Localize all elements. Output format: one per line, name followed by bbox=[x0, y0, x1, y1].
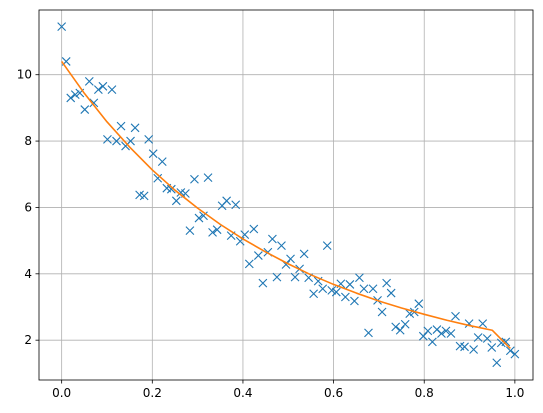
data-point-marker bbox=[345, 280, 355, 289]
data-point-marker bbox=[277, 241, 286, 250]
x-tick-label: 0.2 bbox=[143, 386, 162, 400]
data-point-marker bbox=[355, 273, 364, 283]
data-point-marker bbox=[391, 322, 401, 332]
data-point-marker bbox=[190, 174, 199, 184]
data-point-marker bbox=[70, 90, 80, 100]
data-point-marker bbox=[340, 292, 350, 302]
data-point-marker bbox=[386, 288, 396, 298]
data-point-marker bbox=[414, 299, 424, 309]
data-point-marker bbox=[505, 346, 515, 356]
y-tick-label: 2 bbox=[24, 333, 32, 347]
data-point-marker bbox=[66, 93, 76, 103]
data-point-marker bbox=[395, 325, 405, 335]
data-point-marker bbox=[272, 272, 282, 282]
y-axis-ticks: 2 4 6 8 10 bbox=[17, 68, 39, 347]
data-point-marker bbox=[427, 337, 437, 347]
data-point-marker bbox=[318, 284, 328, 294]
data-point-marker bbox=[84, 76, 94, 86]
data-point-marker bbox=[89, 98, 99, 108]
data-point-marker bbox=[126, 136, 135, 146]
data-point-marker bbox=[203, 173, 213, 182]
data-point-marker bbox=[400, 319, 410, 329]
data-point-marker bbox=[501, 337, 511, 347]
data-point-marker bbox=[478, 319, 488, 328]
data-point-marker bbox=[446, 329, 456, 338]
data-point-marker bbox=[166, 184, 176, 194]
data-point-marker bbox=[359, 284, 369, 294]
data-point-marker bbox=[240, 230, 250, 240]
data-point-marker bbox=[130, 123, 140, 133]
data-point-marker bbox=[487, 343, 497, 352]
data-point-marker bbox=[290, 272, 300, 282]
data-point-marker bbox=[441, 326, 451, 336]
data-point-marker bbox=[153, 173, 163, 183]
data-point-marker bbox=[98, 81, 108, 91]
data-point-marker bbox=[112, 136, 121, 146]
data-point-marker bbox=[244, 259, 254, 269]
y-tick-label: 8 bbox=[24, 134, 32, 148]
data-point-marker bbox=[148, 149, 158, 159]
grid bbox=[39, 10, 533, 380]
data-point-marker bbox=[144, 135, 154, 144]
data-point-marker bbox=[93, 85, 103, 95]
x-tick-label: 1.0 bbox=[505, 386, 524, 400]
data-point-marker bbox=[350, 296, 359, 306]
plot-frame bbox=[38, 9, 534, 381]
data-point-marker bbox=[253, 251, 263, 260]
y-tick-label: 10 bbox=[17, 68, 32, 82]
data-point-marker bbox=[327, 286, 337, 295]
data-point-marker bbox=[492, 358, 502, 368]
data-point-marker bbox=[208, 227, 217, 237]
data-point-marker bbox=[103, 135, 112, 144]
data-point-marker bbox=[309, 289, 319, 299]
x-tick-label: 0.4 bbox=[233, 386, 252, 400]
x-tick-label: 0.0 bbox=[52, 386, 71, 400]
data-point-marker bbox=[116, 121, 126, 131]
data-series bbox=[57, 22, 520, 368]
data-point-marker bbox=[473, 333, 483, 342]
data-point-marker bbox=[451, 311, 460, 321]
data-point-marker bbox=[268, 234, 277, 244]
data-point-marker bbox=[57, 22, 67, 31]
data-point-marker bbox=[212, 225, 222, 235]
data-point-marker bbox=[286, 254, 295, 264]
data-point-marker bbox=[185, 226, 195, 236]
data-point-marker bbox=[222, 196, 232, 206]
data-point-marker bbox=[482, 334, 492, 343]
data-point-marker bbox=[194, 213, 204, 223]
data-point-marker bbox=[107, 85, 117, 95]
data-point-marker bbox=[157, 157, 167, 167]
fit-line bbox=[61, 60, 511, 350]
data-point-marker bbox=[80, 105, 90, 114]
x-tick-label: 0.6 bbox=[324, 386, 343, 400]
data-point-marker bbox=[231, 200, 241, 210]
data-point-marker bbox=[382, 278, 392, 288]
x-tick-label: 0.8 bbox=[415, 386, 434, 400]
data-point-marker bbox=[331, 287, 341, 297]
data-point-marker bbox=[322, 241, 332, 250]
data-point-marker bbox=[469, 345, 479, 354]
data-point-marker bbox=[364, 328, 373, 338]
data-point-marker bbox=[510, 349, 520, 359]
data-point-marker bbox=[249, 224, 259, 234]
x-axis-ticks: 0.0 0.2 0.4 0.6 0.8 1.0 bbox=[52, 380, 524, 400]
y-tick-label: 4 bbox=[24, 267, 32, 281]
y-tick-label: 6 bbox=[24, 200, 32, 214]
data-point-marker bbox=[423, 326, 433, 336]
data-point-marker bbox=[171, 196, 181, 206]
data-point-marker bbox=[258, 278, 268, 288]
data-point-marker bbox=[460, 342, 469, 352]
data-point-marker bbox=[139, 191, 149, 201]
data-point-marker bbox=[199, 211, 208, 221]
data-point-marker bbox=[299, 249, 309, 259]
data-point-marker bbox=[377, 307, 387, 317]
data-point-marker bbox=[368, 284, 378, 294]
data-point-marker bbox=[437, 329, 446, 338]
